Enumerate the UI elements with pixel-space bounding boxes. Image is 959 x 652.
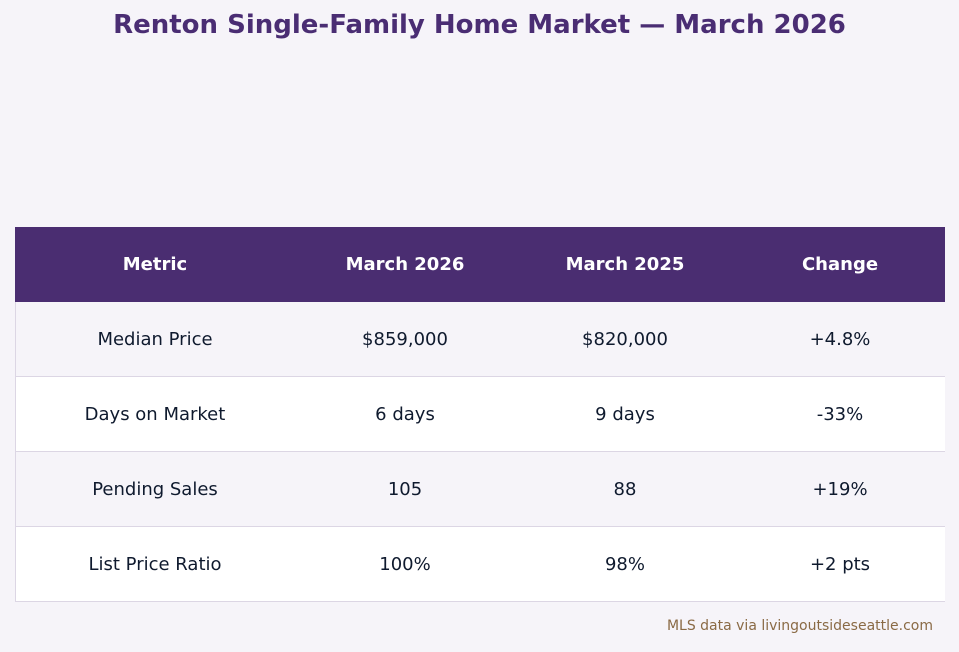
market-table: Metric March 2026 March 2025 Change Medi… xyxy=(15,227,945,602)
column-header-metric: Metric xyxy=(122,254,188,275)
cell-change: +19% xyxy=(812,478,868,500)
column-header-march-2026: March 2026 xyxy=(345,254,465,275)
cell-march-2025: $820,000 xyxy=(582,328,668,350)
cell-march-2025: 9 days xyxy=(595,403,655,425)
table-row: Pending Sales 105 88 +19% xyxy=(15,452,945,527)
cell-change: -33% xyxy=(816,403,864,425)
cell-march-2026: $859,000 xyxy=(362,328,448,350)
cell-metric: Pending Sales xyxy=(92,478,218,500)
column-header-march-2025: March 2025 xyxy=(565,254,685,275)
cell-march-2026: 100% xyxy=(379,553,431,575)
cell-metric: List Price Ratio xyxy=(88,553,222,575)
table-row: Days on Market 6 days 9 days -33% xyxy=(15,377,945,452)
column-header-change: Change xyxy=(801,254,879,275)
cell-metric: Median Price xyxy=(97,328,213,350)
cell-march-2026: 105 xyxy=(387,478,423,500)
table-header-row: Metric March 2026 March 2025 Change xyxy=(15,227,945,302)
cell-march-2025: 88 xyxy=(613,478,637,500)
chart-title: Renton Single-Family Home Market — March… xyxy=(113,10,846,40)
cell-change: +4.8% xyxy=(809,328,871,350)
cell-metric: Days on Market xyxy=(84,403,226,425)
cell-change: +2 pts xyxy=(809,553,871,575)
table-row: List Price Ratio 100% 98% +2 pts xyxy=(15,527,945,602)
cell-march-2025: 98% xyxy=(604,553,645,575)
cell-march-2026: 6 days xyxy=(375,403,435,425)
table-row: Median Price $859,000 $820,000 +4.8% xyxy=(15,302,945,377)
source-note: MLS data via livingoutsideseattle.com xyxy=(666,618,933,634)
